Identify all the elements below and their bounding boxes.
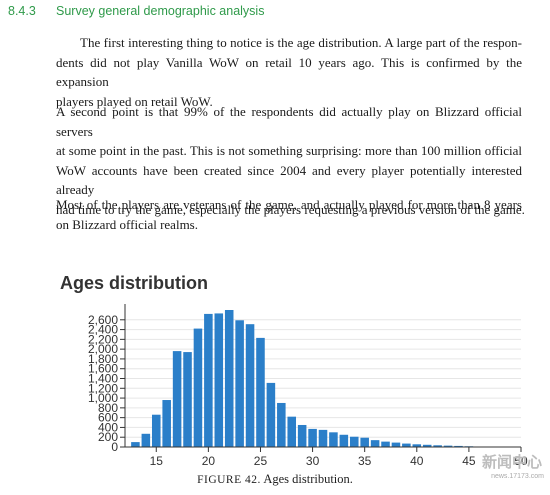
- y-tick-label: 1,800: [88, 352, 118, 366]
- y-tick-label: 1,400: [88, 372, 118, 386]
- section-title: Survey general demographic analysis: [56, 4, 265, 18]
- x-tick-label: 20: [202, 454, 216, 468]
- age-bar: [381, 441, 390, 447]
- age-bar: [131, 442, 140, 447]
- age-bar: [454, 445, 463, 447]
- age-bar: [297, 424, 307, 447]
- paragraph-line: The first interesting thing to notice is…: [80, 35, 522, 50]
- age-bar: [204, 313, 213, 447]
- age-bar: [214, 313, 224, 447]
- paragraph-line: on Blizzard official realms.: [56, 216, 198, 232]
- y-tick-label: 400: [98, 420, 118, 434]
- x-tick-label: 50: [514, 454, 528, 468]
- y-tick-label: 1,600: [88, 362, 118, 376]
- age-bar: [318, 429, 328, 447]
- age-bar: [360, 437, 369, 447]
- age-bar: [422, 444, 432, 447]
- paragraph-veterans: Most of the players are veterans of the …: [56, 195, 522, 234]
- x-tick-label: 15: [150, 454, 164, 468]
- paragraph-official-servers: A second point is that 99% of the respon…: [56, 102, 525, 219]
- x-tick-label: 30: [306, 454, 320, 468]
- age-bar: [277, 402, 286, 447]
- age-bar: [443, 445, 453, 447]
- age-bar: [370, 440, 380, 447]
- paragraph-line: players played on retail WoW.: [56, 93, 213, 109]
- paragraph-line: Most of the players are veterans of the …: [56, 197, 522, 212]
- paragraph-line: WoW accounts have been created since 200…: [56, 162, 522, 198]
- y-tick-label: 2,000: [88, 342, 118, 356]
- age-bar: [245, 324, 255, 447]
- x-tick-label: 35: [358, 454, 372, 468]
- age-bar: [329, 432, 338, 447]
- paragraph-line: A second point is that 99% of the respon…: [56, 104, 522, 139]
- y-tick-label: 600: [98, 411, 118, 425]
- y-tick-label: 800: [98, 401, 118, 415]
- age-bar: [308, 428, 317, 447]
- age-bar: [287, 416, 297, 447]
- age-bar: [349, 436, 359, 447]
- watermark-url: news.17173.com: [491, 473, 544, 480]
- age-bar: [391, 442, 401, 447]
- age-bar: [235, 320, 244, 447]
- figure-caption-text: Ages distribution.: [263, 472, 353, 486]
- age-bar: [141, 433, 151, 447]
- age-bar: [151, 414, 161, 447]
- ages-distribution-chart: Ages distribution 02004006008001,0001,20…: [60, 273, 528, 468]
- x-tick-label: 40: [410, 454, 424, 468]
- y-tick-label: 2,200: [88, 332, 118, 346]
- axes: [120, 304, 522, 452]
- age-bar: [266, 382, 276, 447]
- section-number: 8.4.3: [8, 4, 36, 18]
- watermark-logo: 新闻中心 news.17173.com: [468, 441, 546, 489]
- paragraph-line: dents did not play Vanilla WoW on retail…: [56, 54, 522, 90]
- y-tick-labels: 02004006008001,0001,2001,4001,6001,8002,…: [88, 313, 118, 454]
- figure-tag: FIGURE 42.: [197, 474, 261, 486]
- age-bar: [183, 352, 192, 447]
- y-tick-label: 1,200: [88, 381, 118, 395]
- age-bar: [433, 445, 442, 447]
- age-bar: [172, 351, 182, 447]
- y-tick-label: 2,600: [88, 313, 118, 327]
- y-tick-label: 2,400: [88, 323, 118, 337]
- age-bar: [412, 444, 422, 447]
- age-bar: [402, 443, 411, 447]
- age-bar: [193, 328, 203, 447]
- figure-caption: FIGURE 42. Ages distribution.: [0, 472, 550, 487]
- y-tick-label: 200: [98, 430, 118, 444]
- x-tick-label: 25: [254, 454, 268, 468]
- x-tick-label: 45: [462, 454, 476, 468]
- x-tick-labels: 15 20 25 30 35 40 45 50: [150, 454, 528, 468]
- chart-title: Ages distribution: [60, 273, 208, 293]
- paragraph-line: at some point in the past. This is not s…: [56, 143, 522, 158]
- age-bar: [256, 337, 265, 447]
- age-bar: [162, 400, 171, 447]
- section-heading: 8.4.3 Survey general demographic analysis: [8, 4, 264, 18]
- bars: [131, 310, 484, 447]
- y-tick-label: 0: [111, 440, 118, 454]
- age-bar: [224, 310, 234, 447]
- paragraph-age-distribution: The first interesting thing to notice is…: [56, 33, 522, 111]
- watermark-text: 新闻中心: [481, 454, 542, 471]
- paragraph-line: had time to try the game, especially the…: [56, 201, 525, 217]
- y-tick-label: 1,000: [88, 391, 118, 405]
- age-bar: [339, 434, 349, 447]
